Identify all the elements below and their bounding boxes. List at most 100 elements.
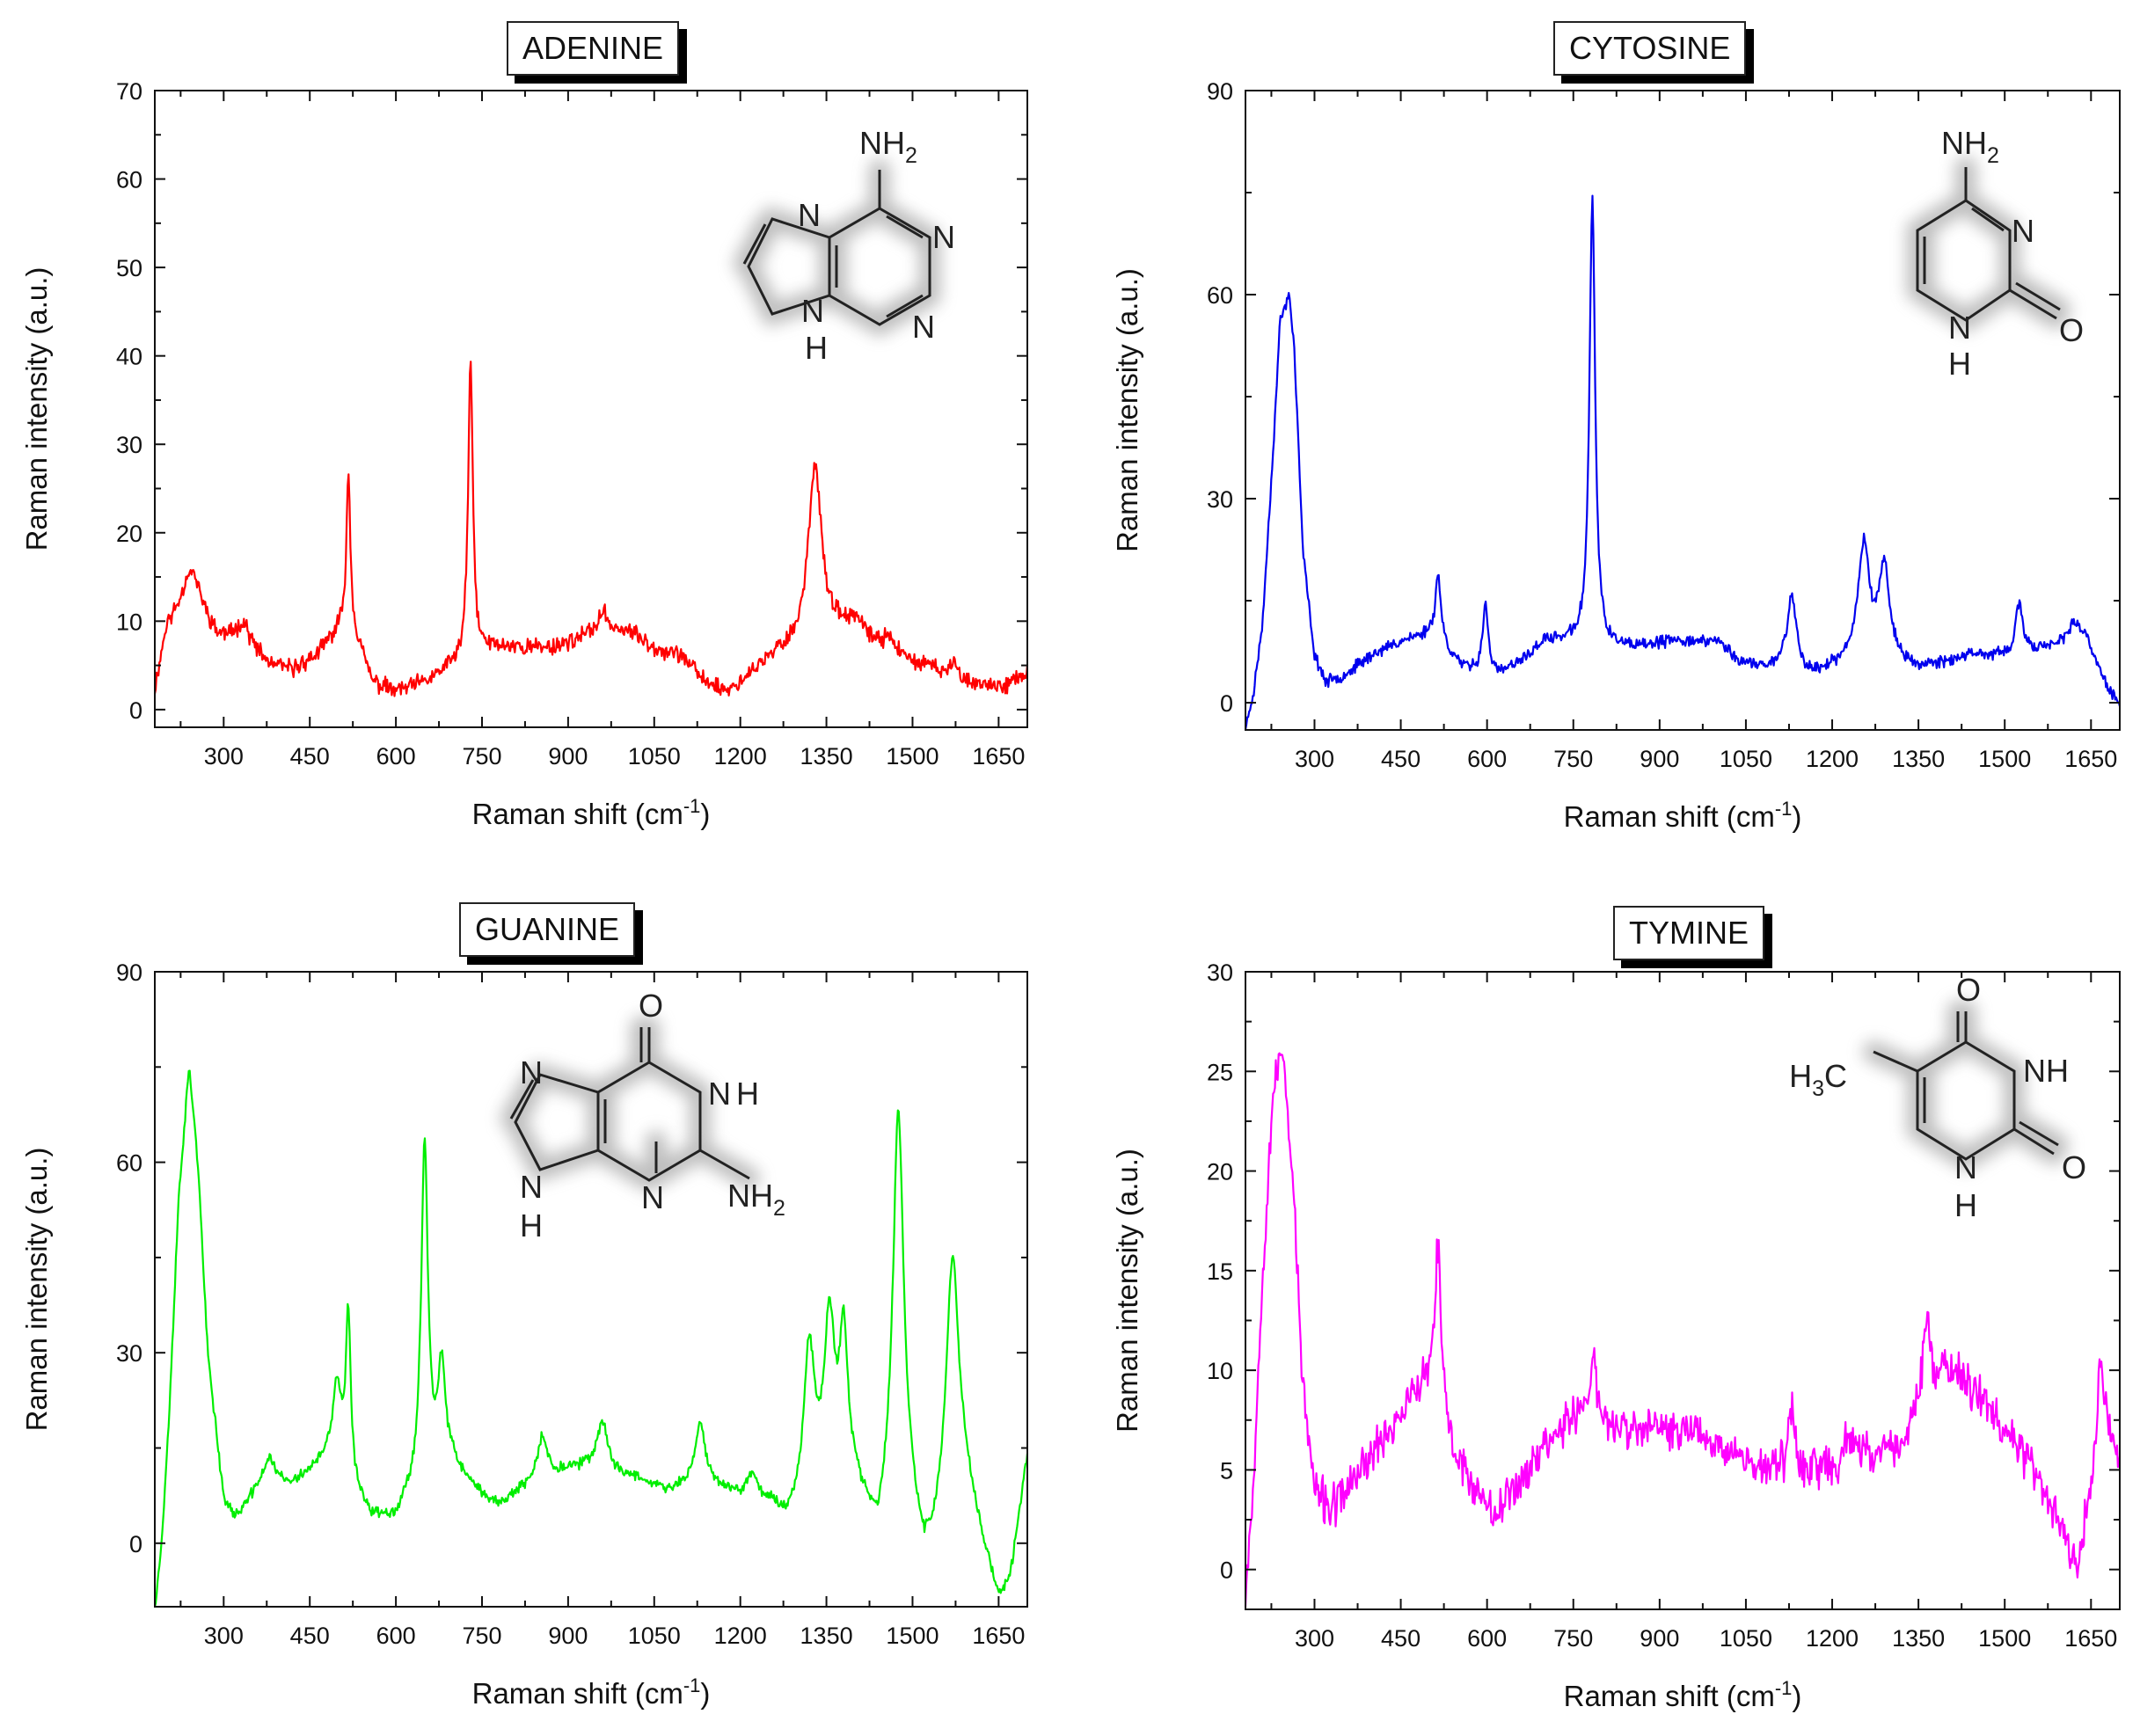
panel-guanine: 300 450 600 750 900 1050 1200 1350 1500 1650 0 30 60… (20, 959, 1029, 1710)
n3-label: NH (2023, 1053, 2069, 1089)
n3-label: N (641, 1179, 664, 1215)
x-tick-label: 450 (290, 743, 330, 770)
y-axis-label: Raman intensity (a.u.) (1111, 1149, 1143, 1433)
x-axis-label: Raman shift (cm-1) (472, 795, 711, 830)
x-tick-label: 750 (1553, 1625, 1593, 1652)
x-tick-label: 450 (1381, 1625, 1421, 1652)
spectrum-line (153, 361, 1029, 697)
double-bond (1971, 207, 2005, 232)
title-guanine: GUANINE (459, 902, 636, 957)
thymine-structure: O H3C NH NH O (1789, 972, 2086, 1223)
h1-label: H (736, 1076, 759, 1112)
n1-label: N (932, 219, 955, 255)
y-tick-label: 0 (1220, 690, 1233, 717)
double-bond (742, 223, 767, 265)
x-tick-label: 300 (204, 1623, 244, 1649)
x-tick-label: 750 (462, 743, 501, 770)
single-bond (2009, 288, 2057, 320)
y-tick-label: 5 (1220, 1457, 1233, 1484)
double-bond (2015, 281, 2061, 311)
title-adenine: ADENINE (507, 21, 680, 76)
y-tick-label: 15 (1207, 1258, 1233, 1285)
structure-bonds (509, 1027, 750, 1182)
y-tick-label: 70 (116, 78, 142, 105)
plot-frame (1245, 971, 2121, 1610)
x-tick-label: 1500 (1978, 746, 2031, 772)
y-tick-label: 0 (1220, 1557, 1233, 1584)
x-tick-label: 1650 (972, 743, 1025, 770)
double-bond (886, 294, 924, 318)
x-tick-label: 900 (548, 1623, 588, 1649)
x-tick-label: 600 (376, 743, 416, 770)
x-tick-label: 1350 (800, 1623, 853, 1649)
h1-label: H (1954, 1187, 1977, 1223)
y-tick-label: 30 (1207, 486, 1233, 513)
y-tick-label: 50 (116, 255, 142, 281)
x-tick-label: 1350 (1892, 1625, 1945, 1652)
x-tick-label: 1500 (1978, 1625, 2031, 1652)
structure-bonds (742, 170, 931, 326)
y-tick-label: 90 (1207, 78, 1233, 105)
h9-label: H (805, 330, 828, 366)
n7-label: N (520, 1054, 543, 1090)
double-bond (2019, 1120, 2059, 1147)
x-tick-label: 1200 (714, 743, 767, 770)
y-tick-label: 40 (116, 344, 142, 370)
y-tick-label: 25 (1207, 1059, 1233, 1085)
single-bond (699, 1149, 750, 1180)
y-axis-label: Raman intensity (a.u.) (20, 267, 53, 551)
n3-label: N (2012, 213, 2034, 249)
y-tick-label: 90 (116, 959, 142, 986)
n1-label: N (1954, 1149, 1977, 1185)
spectrum-line (1244, 194, 2122, 731)
y-tick-label: 30 (116, 1340, 142, 1367)
spectrum-line (153, 1069, 1029, 1608)
x-tick-label: 900 (1640, 1625, 1679, 1652)
panel-cytosine: 300 450 600 750 900 1050 1200 1350 1500 1650 0 30 60… (1111, 78, 2122, 833)
y-tick-label: 10 (1207, 1358, 1233, 1384)
y-tick-label: 0 (129, 697, 142, 724)
x-tick-label: 1050 (628, 1623, 681, 1649)
amine-label: NH2 (1941, 125, 1999, 168)
x-tick-label: 1050 (1720, 1625, 1772, 1652)
y-tick-label: 60 (116, 167, 142, 193)
x-tick-label: 1650 (2064, 746, 2117, 772)
single-bond (747, 217, 830, 316)
x-tick-label: 300 (204, 743, 244, 770)
x-tick-label: 1200 (1806, 746, 1859, 772)
x-tick-label: 750 (462, 1623, 501, 1649)
x-axis-label: Raman shift (cm-1) (1564, 1677, 1802, 1712)
panel-tymine: 300 450 600 750 900 1050 1200 1350 1500 1650 0 5 10 1… (1111, 959, 2122, 1712)
y-tick-label: 30 (1207, 959, 1233, 986)
methyl-label: H3C (1789, 1058, 1847, 1101)
x-axis-label: Raman shift (cm-1) (472, 1674, 711, 1710)
x-tick-label: 1200 (1806, 1625, 1859, 1652)
y-tick-label: 20 (1207, 1159, 1233, 1185)
amine-label: NH2 (727, 1178, 785, 1221)
n3-label: N (912, 309, 935, 345)
x-tick-label: 600 (1467, 1625, 1507, 1652)
x-tick-label: 1200 (714, 1623, 767, 1649)
plot-frame (154, 971, 1028, 1608)
amine-label: NH2 (859, 125, 917, 168)
x-tick-label: 300 (1295, 746, 1334, 772)
oxygen-4-label: O (1956, 972, 1981, 1008)
x-tick-label: 450 (1381, 746, 1421, 772)
x-tick-label: 900 (548, 743, 588, 770)
x-tick-label: 1350 (1892, 746, 1945, 772)
n1-label: N (1948, 310, 1971, 346)
single-bond (1916, 199, 2012, 322)
x-tick-label: 1650 (972, 1623, 1025, 1649)
n9-label: N (520, 1169, 543, 1205)
x-tick-label: 600 (376, 1623, 416, 1649)
y-axis-label: Raman intensity (a.u.) (1111, 268, 1143, 552)
x-tick-label: 900 (1640, 746, 1679, 772)
oxygen-label: O (2059, 312, 2084, 348)
x-tick-label: 1500 (886, 1623, 939, 1649)
single-bond (2013, 1127, 2055, 1156)
x-tick-label: 450 (290, 1623, 330, 1649)
title-cytosine: CYTOSINE (1553, 21, 1747, 76)
y-tick-label: 60 (1207, 282, 1233, 309)
